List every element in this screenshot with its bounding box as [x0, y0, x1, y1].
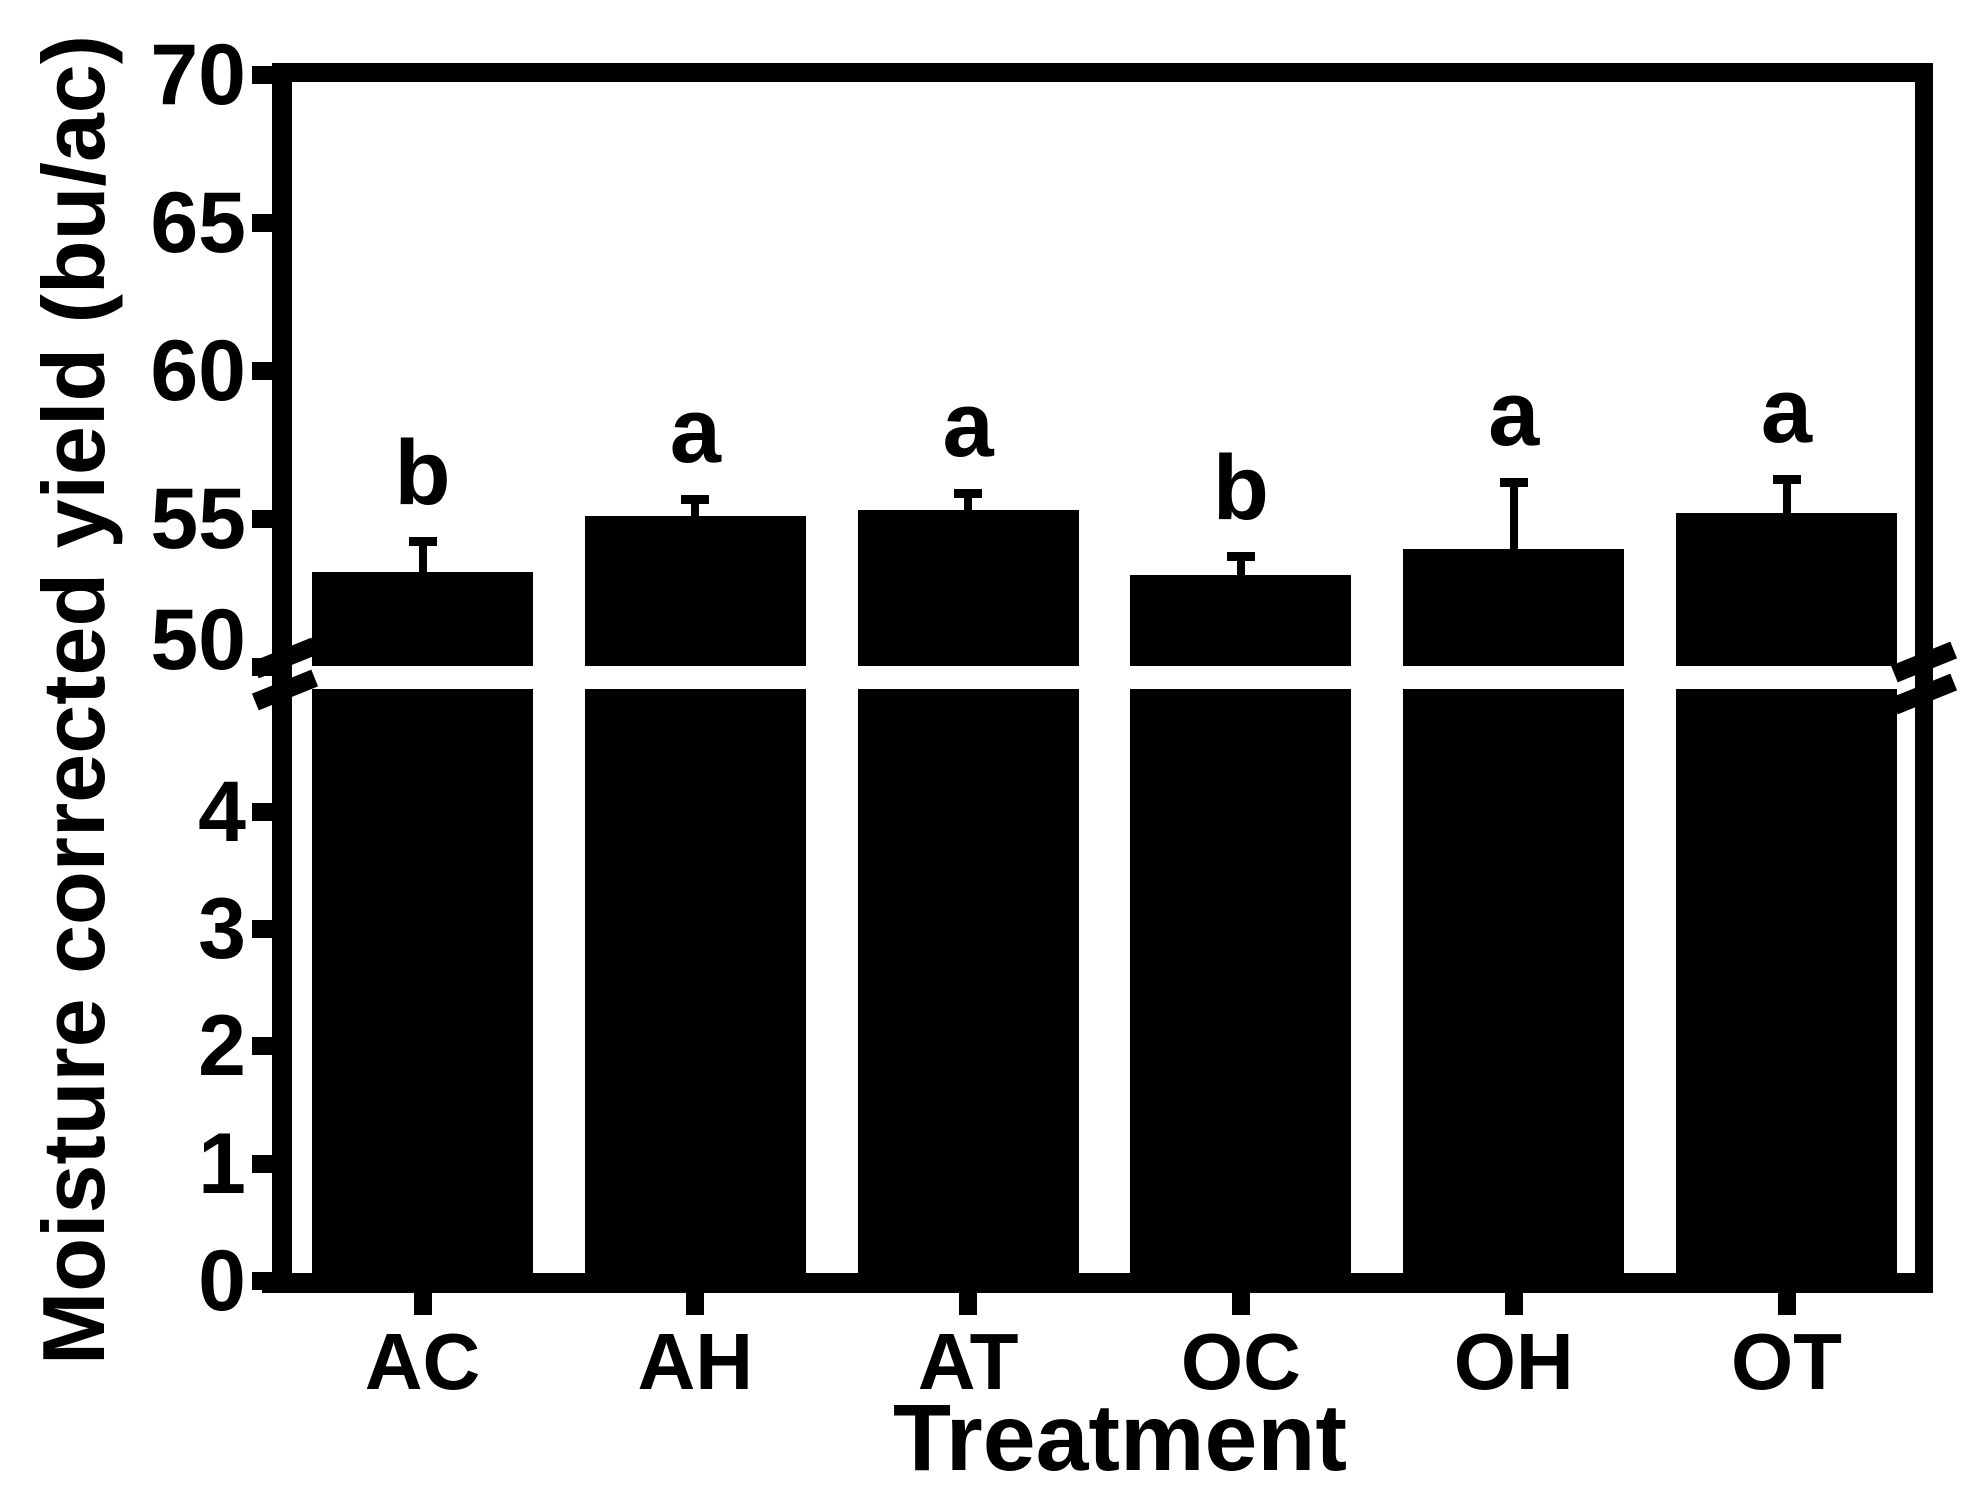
y-axis-line	[272, 63, 292, 1293]
x-tick-label-AT: AT	[917, 1317, 1019, 1406]
y-tick-label-50: 50	[150, 592, 246, 688]
y-tick-label-60: 60	[150, 323, 246, 419]
y-tick-4	[252, 802, 274, 821]
sig-letter-AT: a	[942, 374, 994, 477]
bar-OH	[1403, 548, 1625, 1273]
y-tick-label-1: 1	[198, 1115, 246, 1212]
error-bar-cap-OC	[1226, 551, 1255, 561]
x-tick-AH	[686, 1291, 705, 1315]
sig-letter-OH: a	[1488, 362, 1540, 465]
sig-letter-OT: a	[1760, 359, 1813, 462]
y-tick-2	[252, 1037, 274, 1056]
y-tick-3	[252, 920, 274, 939]
y-tick-label-0: 0	[198, 1233, 246, 1329]
error-bar-cap-AH	[681, 495, 710, 505]
y-tick-label-55: 55	[150, 471, 246, 567]
error-bar-stem-OC	[1236, 551, 1245, 584]
y-tick-label-70: 70	[150, 27, 246, 123]
error-bar-cap-OT	[1772, 474, 1801, 484]
error-bar-stem-OH	[1509, 477, 1518, 557]
x-tick-AC	[413, 1291, 432, 1315]
y-tick-55	[252, 510, 274, 528]
x-tick-OT	[1777, 1291, 1796, 1315]
error-bar-stem-AT	[964, 489, 973, 519]
x-tick-label-AH: AH	[637, 1317, 754, 1406]
error-bar-stem-AC	[418, 536, 427, 581]
plot-right-border	[1915, 63, 1933, 1293]
y-tick-label-3: 3	[198, 881, 246, 978]
x-axis-line	[262, 1273, 1933, 1293]
error-bar-stem-AH	[691, 495, 700, 524]
y-tick-70	[252, 66, 274, 84]
x-tick-label-OT: OT	[1730, 1317, 1843, 1406]
x-tick-label-OH: OH	[1453, 1317, 1574, 1406]
x-tick-label-OC: OC	[1180, 1317, 1301, 1406]
x-tick-OH	[1504, 1291, 1523, 1315]
y-tick-0	[252, 1272, 274, 1290]
bar-AC	[312, 572, 533, 1273]
x-axis-title: Treatment	[892, 1385, 1348, 1491]
x-tick-OC	[1231, 1291, 1250, 1315]
bar-OC	[1130, 575, 1352, 1273]
x-tick-AT	[959, 1291, 978, 1315]
bar-AH	[584, 516, 806, 1273]
plot-top-border	[272, 63, 1933, 82]
y-tick-label-2: 2	[198, 998, 246, 1095]
bar-OT	[1676, 513, 1897, 1273]
sig-letter-OC: b	[1212, 436, 1269, 539]
bar-AT	[857, 510, 1079, 1273]
y-tick-60	[252, 362, 274, 380]
y-tick-1	[252, 1154, 274, 1173]
error-bar-cap-OH	[1499, 477, 1528, 487]
sig-letter-AH: a	[669, 380, 721, 483]
y-tick-65	[252, 214, 274, 232]
x-tick-label-AC: AC	[364, 1317, 481, 1406]
axis-break-band	[293, 666, 1914, 689]
y-tick-label-4: 4	[198, 763, 246, 860]
error-bar-cap-AC	[408, 536, 437, 546]
y-tick-label-65: 65	[150, 175, 246, 271]
error-bar-cap-AT	[954, 489, 983, 499]
error-bar-stem-OT	[1782, 474, 1791, 522]
sig-letter-AC: b	[394, 421, 451, 524]
